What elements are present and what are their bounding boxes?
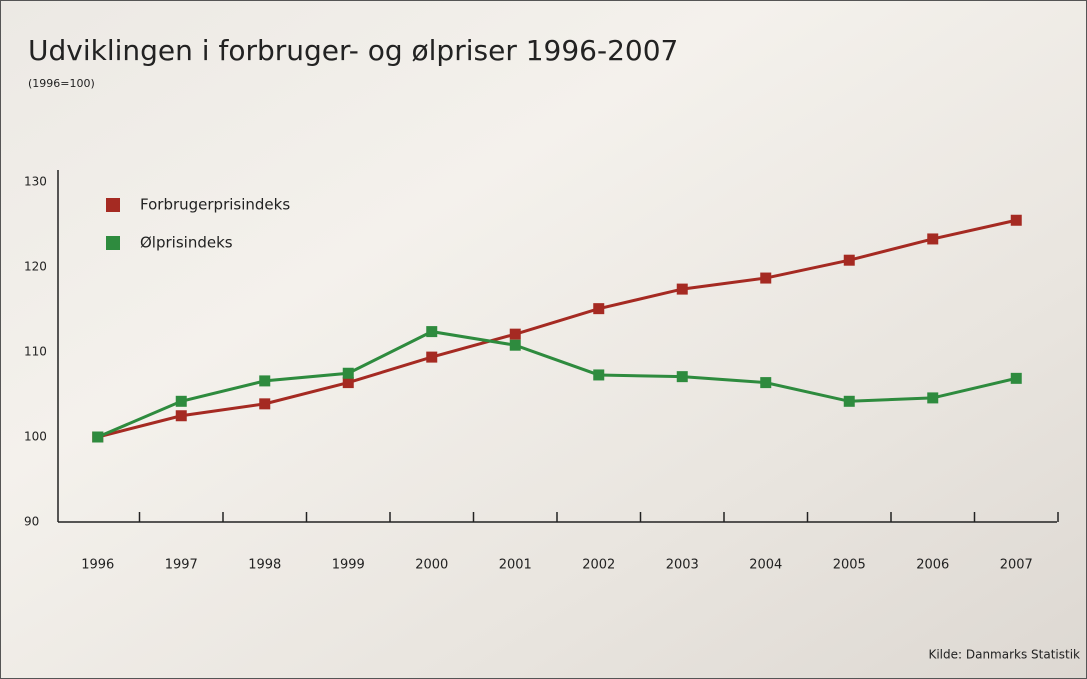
x-tick-label: 1997 (165, 558, 198, 573)
point (677, 371, 688, 382)
legend-swatch (106, 198, 120, 212)
x-tick-label: 2006 (916, 558, 949, 573)
x-tick-label: 2005 (833, 558, 866, 573)
point (927, 233, 938, 244)
y-tick-label: 120 (24, 260, 47, 274)
point (259, 398, 270, 409)
x-tick-label: 2004 (749, 558, 782, 573)
point (844, 396, 855, 407)
background (1, 1, 1087, 679)
x-tick-label: 2000 (415, 558, 448, 573)
point (510, 329, 521, 340)
point (343, 368, 354, 379)
point (760, 377, 771, 388)
point (1011, 373, 1022, 384)
x-tick-label: 2007 (1000, 558, 1033, 573)
chart-title: Udviklingen i forbruger- og ølpriser 199… (28, 34, 678, 67)
y-tick-label: 90 (24, 515, 39, 529)
x-tick-label: 2002 (582, 558, 615, 573)
y-tick-label: 110 (24, 345, 47, 359)
x-tick-label: 1999 (332, 558, 365, 573)
point (1011, 215, 1022, 226)
point (426, 352, 437, 363)
point (844, 255, 855, 266)
legend-label: Forbrugerprisindeks (140, 196, 290, 214)
point (92, 432, 103, 443)
x-tick-label: 1998 (248, 558, 281, 573)
x-tick-label: 2001 (499, 558, 532, 573)
legend-label: Ølprisindeks (140, 234, 233, 252)
point (176, 410, 187, 421)
x-tick-label: 1996 (81, 558, 114, 573)
point (927, 392, 938, 403)
y-tick-label: 100 (24, 430, 47, 444)
point (510, 340, 521, 351)
x-tick-label: 2003 (666, 558, 699, 573)
point (593, 303, 604, 314)
point (176, 396, 187, 407)
point (426, 326, 437, 337)
point (760, 273, 771, 284)
chart-subtitle: (1996=100) (28, 77, 95, 90)
source: Kilde: Danmarks Statistik (928, 648, 1080, 662)
legend-swatch (106, 236, 120, 250)
y-tick-label: 130 (24, 175, 47, 189)
chart: Udviklingen i forbruger- og ølpriser 199… (0, 0, 1087, 679)
point (593, 369, 604, 380)
point (259, 375, 270, 386)
point (677, 284, 688, 295)
